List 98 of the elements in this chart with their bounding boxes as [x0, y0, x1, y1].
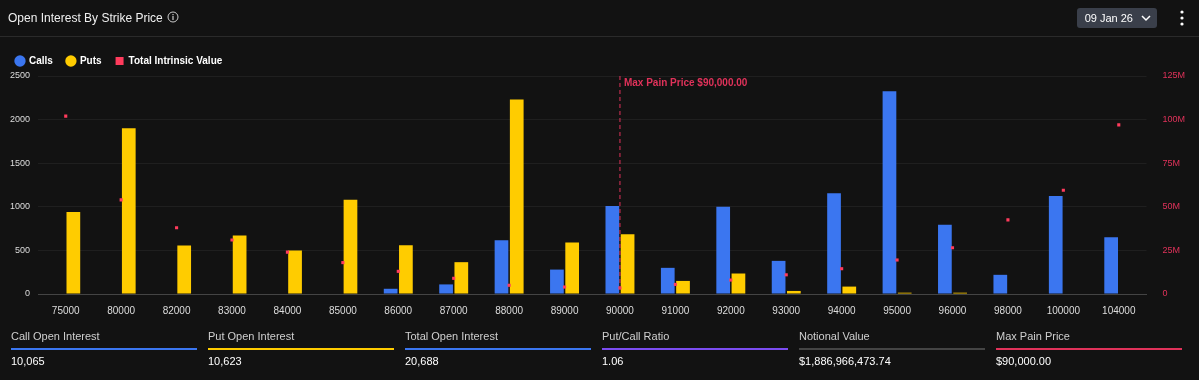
x-tick-label: 93000	[772, 304, 801, 316]
y-tick-label: 500	[14, 244, 31, 255]
bar	[66, 212, 81, 294]
bar	[509, 99, 524, 294]
bar	[827, 193, 841, 294]
point	[64, 114, 68, 118]
bar	[676, 280, 690, 294]
text: Put Open Interest	[208, 330, 295, 342]
x-tick-label: 100000	[1046, 304, 1081, 316]
bar	[494, 240, 509, 294]
x-tick-label: 84000	[273, 304, 302, 316]
bar	[121, 128, 136, 294]
y-tick-label: 2500	[9, 70, 31, 81]
x-tick-label: 88000	[495, 304, 524, 316]
point	[895, 258, 899, 262]
text: Put/Call Ratio	[602, 330, 670, 342]
x-tick-label: 96000	[938, 304, 967, 316]
bar	[550, 269, 564, 294]
point	[341, 261, 345, 265]
bar	[605, 205, 620, 294]
point	[230, 238, 234, 242]
point	[285, 250, 289, 254]
point	[396, 269, 400, 273]
x-tick-label: 95000	[883, 304, 912, 316]
bar	[660, 267, 675, 294]
bar	[383, 288, 398, 294]
point	[452, 276, 456, 280]
text: Notional Value	[799, 330, 870, 342]
x-tick-label: 83000	[218, 304, 247, 316]
text: 10,623	[208, 355, 242, 367]
point	[840, 267, 844, 271]
legend-label: Total Intrinsic Value	[128, 54, 223, 66]
text: $1,886,966,473.74	[799, 355, 891, 367]
bar	[177, 245, 192, 294]
x-tick-label: 91000	[661, 304, 690, 316]
x-tick-label: 87000	[439, 304, 469, 316]
y-tick-label: 2000	[9, 114, 31, 125]
point	[507, 283, 511, 287]
point	[950, 246, 955, 250]
legend-label: Puts	[79, 54, 103, 66]
point	[784, 273, 788, 277]
x-tick-label: 85000	[328, 304, 358, 316]
text: 20,688	[405, 355, 439, 367]
point	[562, 285, 567, 289]
chart-title: Open Interest By Strike Price	[8, 11, 163, 25]
bar	[771, 260, 786, 294]
text: Total Open Interest	[405, 330, 498, 342]
text: 1.06	[602, 355, 624, 367]
point	[1061, 188, 1065, 192]
bar	[993, 274, 1008, 294]
y-tick-label: 0	[25, 288, 31, 299]
y-tick-label: 1000	[9, 201, 31, 212]
ref-line-label: Max Pain Price $90,000.00	[623, 76, 748, 88]
point	[175, 226, 179, 230]
x-tick-label: 104000	[1102, 304, 1136, 316]
text: Call Open Interest	[11, 330, 100, 342]
text: Max Pain Price	[996, 330, 1070, 342]
text: 10,065	[11, 355, 45, 367]
bar	[1048, 195, 1063, 294]
point	[1117, 123, 1121, 127]
bar	[232, 235, 247, 294]
y2-tick-label: 0	[1162, 288, 1168, 299]
x-tick-label: 90000	[606, 304, 635, 316]
bar	[399, 245, 413, 294]
bar	[787, 290, 801, 294]
bar	[882, 91, 897, 294]
x-tick-label: 94000	[827, 304, 856, 316]
bar	[1104, 237, 1119, 294]
y2-tick-label: 25M	[1162, 244, 1180, 255]
x-tick-label: 75000	[51, 304, 81, 316]
bar	[620, 234, 635, 294]
bar	[716, 206, 731, 294]
text: $90,000.00	[996, 355, 1052, 367]
legend-label: Calls	[29, 54, 54, 66]
bar	[454, 262, 469, 294]
y-tick-label: 1500	[9, 157, 31, 168]
x-tick-label: 80000	[107, 304, 136, 316]
bar	[842, 286, 857, 294]
x-tick-label: 82000	[162, 304, 191, 316]
y2-tick-label: 100M	[1162, 114, 1185, 125]
x-tick-label: 92000	[716, 304, 746, 316]
bar	[343, 199, 358, 294]
bar	[439, 284, 453, 294]
x-tick-label: 89000	[550, 304, 579, 316]
bar	[565, 242, 580, 294]
y2-tick-label: 125M	[1162, 70, 1185, 81]
point	[1006, 218, 1010, 222]
point	[119, 198, 123, 202]
bar	[288, 250, 302, 294]
text: 09 Jan 26	[1084, 12, 1133, 24]
bar	[731, 273, 746, 294]
point	[673, 282, 677, 286]
y2-tick-label: 50M	[1162, 201, 1180, 212]
x-tick-label: 98000	[994, 304, 1023, 316]
bar	[938, 224, 952, 294]
point	[729, 278, 733, 282]
x-tick-label: 86000	[384, 304, 413, 316]
y2-tick-label: 75M	[1162, 157, 1180, 168]
